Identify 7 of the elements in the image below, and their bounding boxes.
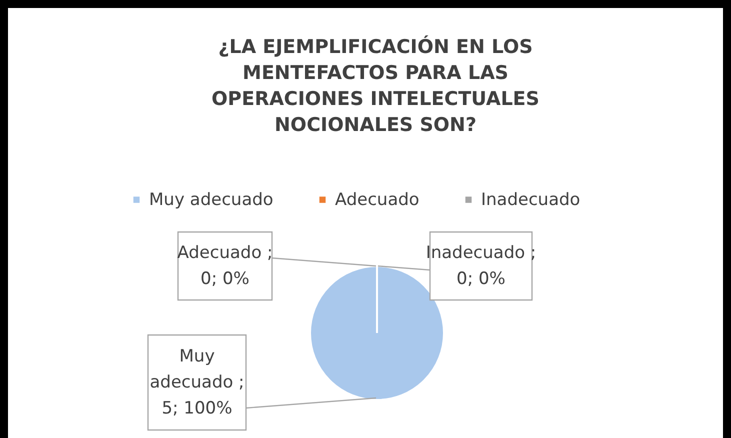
data-label: Muy adecuado ; 5; 100% [150,346,244,418]
chart-title: ¿LA EJEMPLIFICACIÓN EN LOS MENTEFACTOS PARA LAS OPERACIONES INTELECTUALES NOCIONALES SON? [212,35,540,136]
legend-label: Adecuado [335,190,420,210]
legend-label: Muy adecuado [149,190,274,210]
text: Inadecuado ; 0; 0% [426,243,536,289]
legend-label: Inadecuado [481,190,580,210]
text: Adecuado ; 0; 0% [177,243,273,289]
